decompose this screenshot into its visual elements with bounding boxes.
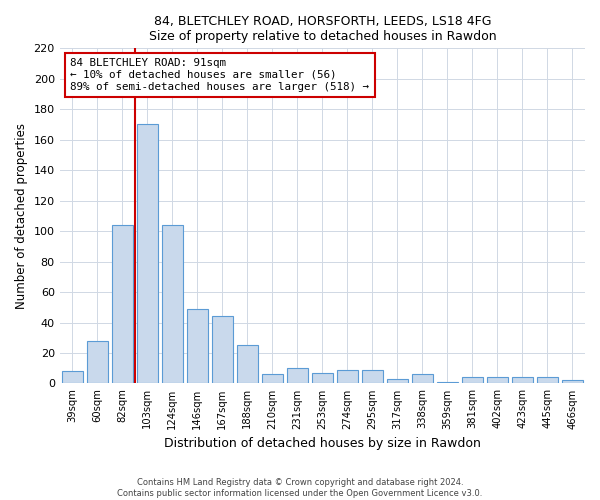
Bar [562,380,583,384]
Bar [437,382,458,384]
Bar [62,371,83,384]
Bar [212,316,233,384]
Bar [112,225,133,384]
Text: Contains HM Land Registry data © Crown copyright and database right 2024.
Contai: Contains HM Land Registry data © Crown c… [118,478,482,498]
Bar [337,370,358,384]
Bar [86,341,108,384]
Bar [362,370,383,384]
Y-axis label: Number of detached properties: Number of detached properties [15,123,28,309]
Bar [487,378,508,384]
Text: 84 BLETCHLEY ROAD: 91sqm
← 10% of detached houses are smaller (56)
89% of semi-d: 84 BLETCHLEY ROAD: 91sqm ← 10% of detach… [70,58,369,92]
Bar [187,309,208,384]
Bar [512,378,533,384]
X-axis label: Distribution of detached houses by size in Rawdon: Distribution of detached houses by size … [164,437,481,450]
Bar [537,378,558,384]
Bar [462,378,483,384]
Bar [287,368,308,384]
Bar [236,346,258,384]
Title: 84, BLETCHLEY ROAD, HORSFORTH, LEEDS, LS18 4FG
Size of property relative to deta: 84, BLETCHLEY ROAD, HORSFORTH, LEEDS, LS… [149,15,496,43]
Bar [137,124,158,384]
Bar [262,374,283,384]
Bar [387,379,408,384]
Bar [161,225,183,384]
Bar [412,374,433,384]
Bar [312,373,333,384]
